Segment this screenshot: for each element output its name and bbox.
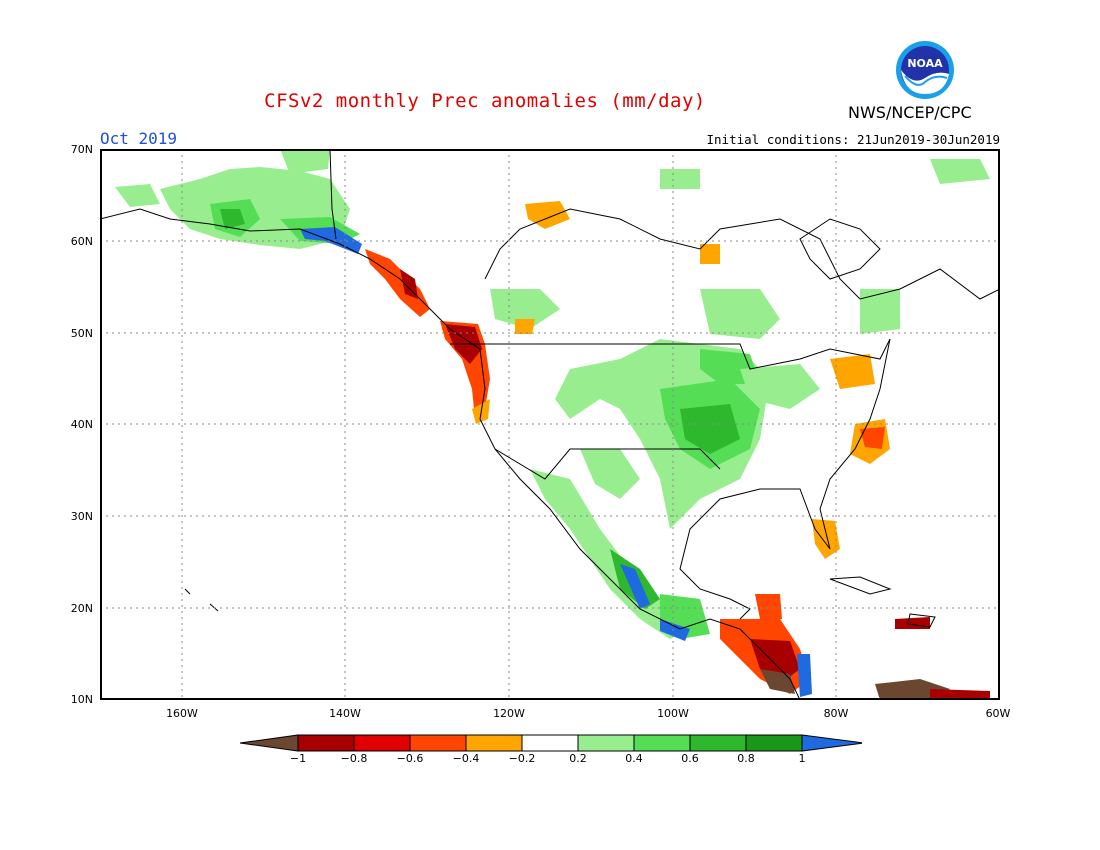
colorbar-cell: [577, 734, 635, 752]
logo-text: NOAA: [907, 57, 943, 70]
colorbar-tick-label: −0.4: [452, 752, 480, 765]
colorbar-tick-label: 0.8: [737, 752, 755, 765]
lon-label-160w: 160W: [166, 707, 198, 720]
colorbar-cell-above: [801, 734, 862, 752]
lon-label-100w: 100W: [657, 707, 689, 720]
lon-label-80w: 80W: [823, 707, 849, 720]
precip-anomaly-map: [100, 149, 1000, 700]
colorbar-tick-label: −0.6: [396, 752, 424, 765]
lat-label-10n: 10N: [70, 693, 93, 706]
lon-label-60w: 60W: [985, 707, 1011, 720]
coastlines: [100, 149, 1000, 700]
colorbar-tick-label: 0.6: [681, 752, 699, 765]
lat-label-30n: 30N: [70, 510, 93, 523]
lon-label-120w: 120W: [493, 707, 525, 720]
colorbar-tick-label: −1: [289, 752, 307, 765]
lat-label-20n: 20N: [70, 602, 93, 615]
lat-label-70n: 70N: [70, 143, 93, 156]
colorbar-cell: [353, 734, 411, 752]
map-title: CFSv2 monthly Prec anomalies (mm/day): [264, 90, 706, 112]
lat-label-60n: 60N: [70, 235, 93, 248]
colorbar-tick-label: 0.2: [569, 752, 587, 765]
colorbar-cell: [521, 734, 579, 752]
colorbar-tick-label: 1: [798, 752, 806, 765]
colorbar-tick-label: 0.4: [625, 752, 643, 765]
lat-label-50n: 50N: [70, 327, 93, 340]
colorbar-cell: [689, 734, 747, 752]
colorbar-cell: [745, 734, 803, 752]
graticule: [100, 149, 1000, 700]
lat-label-40n: 40N: [70, 418, 93, 431]
colorbar: [240, 734, 862, 752]
lon-label-140w: 140W: [329, 707, 361, 720]
map-border: [100, 149, 1000, 700]
agency-label: NWS/NCEP/CPC: [848, 103, 972, 122]
noaa-logo-icon: NOAA: [896, 41, 954, 99]
colorbar-tick-label: −0.2: [508, 752, 536, 765]
colorbar-cell: [409, 734, 467, 752]
anomaly-shading: [115, 149, 990, 700]
colorbar-tick-label: −0.8: [340, 752, 368, 765]
colorbar-cell: [297, 734, 355, 752]
initial-conditions: Initial conditions: 21Jun2019-30Jun2019: [706, 132, 1001, 147]
colorbar-cell: [465, 734, 523, 752]
forecast-month: Oct 2019: [100, 129, 178, 148]
colorbar-cell-below: [240, 734, 299, 752]
colorbar-cell: [633, 734, 691, 752]
